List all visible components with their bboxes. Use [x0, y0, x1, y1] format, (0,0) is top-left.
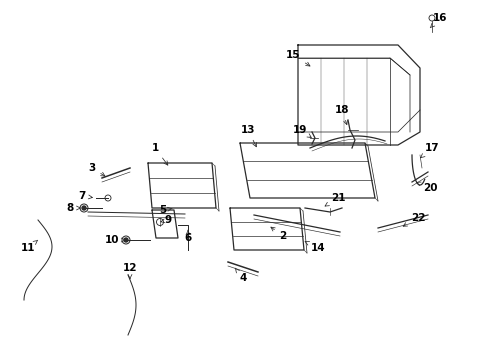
Text: 9: 9 [161, 215, 171, 225]
Circle shape [124, 238, 128, 242]
Text: 15: 15 [285, 50, 309, 66]
Text: 11: 11 [21, 240, 38, 253]
Text: 2: 2 [271, 227, 286, 241]
Text: 5: 5 [159, 205, 172, 215]
Text: 18: 18 [334, 105, 348, 125]
Text: 14: 14 [304, 242, 325, 253]
Text: 19: 19 [292, 125, 311, 137]
Circle shape [82, 206, 86, 210]
Text: 21: 21 [324, 193, 345, 206]
Text: 16: 16 [429, 13, 446, 28]
Text: 7: 7 [78, 191, 92, 201]
Text: 22: 22 [402, 213, 424, 226]
Text: 10: 10 [105, 235, 125, 245]
Text: 20: 20 [416, 182, 437, 193]
Text: 12: 12 [122, 263, 137, 279]
Text: 6: 6 [184, 230, 191, 243]
Text: 8: 8 [66, 203, 80, 213]
Text: 1: 1 [151, 143, 167, 165]
Text: 13: 13 [240, 125, 256, 147]
Text: 4: 4 [235, 268, 246, 283]
Text: 3: 3 [88, 163, 105, 176]
Text: 17: 17 [420, 143, 439, 158]
